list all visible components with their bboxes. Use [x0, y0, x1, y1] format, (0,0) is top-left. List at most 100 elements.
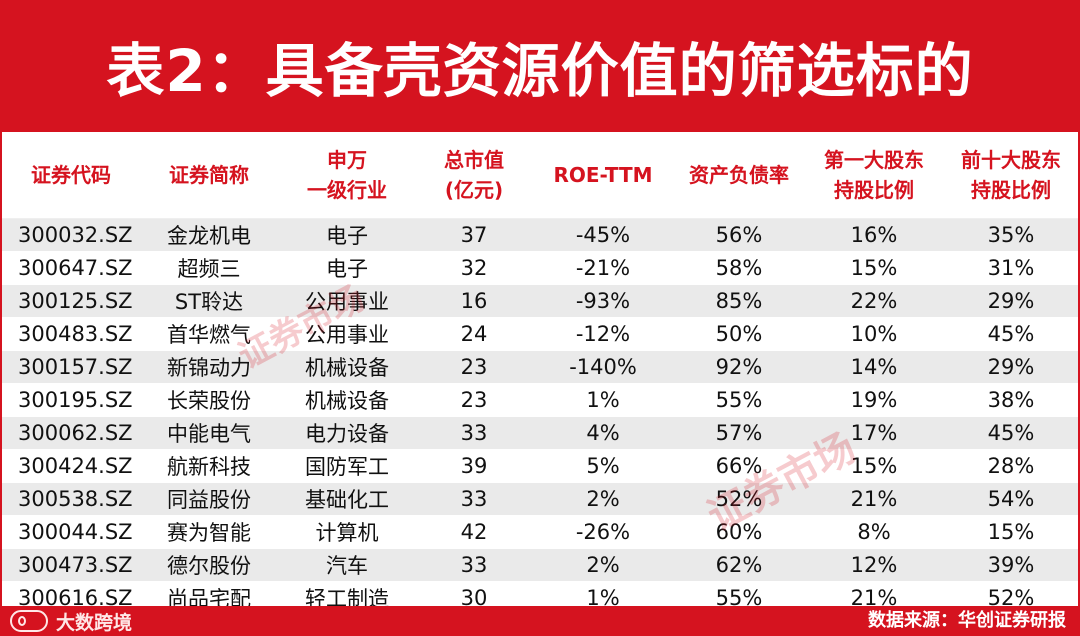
- screening-table: 证券代码 证券简称 申万 一级行业 总市值 (亿元) ROE-TTM 资产负债率 第一大股东…: [2, 132, 1078, 615]
- table-cell: -26%: [532, 515, 674, 549]
- table-cell: 16%: [804, 218, 944, 252]
- table-cell: 300062.SZ: [2, 416, 140, 450]
- table-cell: 35%: [944, 218, 1078, 252]
- table-cell: 15%: [804, 449, 944, 483]
- table-cell: 45%: [944, 317, 1078, 351]
- brand-logo: 大数跨境: [10, 608, 132, 634]
- table-cell: 1%: [532, 383, 674, 417]
- table-cell: 60%: [674, 515, 804, 549]
- table-row: 300647.SZ 超频三 电子 32 -21% 58% 15% 31%: [2, 251, 1078, 285]
- table-cell: 300424.SZ: [2, 449, 140, 483]
- table-cell: 电子: [278, 251, 416, 285]
- table-cell: 机械设备: [278, 350, 416, 384]
- table-cell: 58%: [674, 251, 804, 285]
- table-cell: 23: [416, 383, 532, 417]
- table-cell: 23: [416, 350, 532, 384]
- table-cell: 56%: [674, 218, 804, 252]
- table-cell: 10%: [804, 317, 944, 351]
- brand-logo-text: 大数跨境: [56, 611, 133, 634]
- table-row: 300125.SZ ST聆达 公用事业 16 -93% 85% 22% 29%: [2, 284, 1078, 318]
- table-row: 300195.SZ 长荣股份 机械设备 23 1% 55% 19% 38%: [2, 383, 1078, 417]
- table-cell: 15%: [804, 251, 944, 285]
- table-cell: 电子: [278, 218, 416, 252]
- table-cell: 新锦动力: [140, 350, 278, 384]
- table-cell: 汽车: [278, 548, 416, 582]
- page-title: 表2：具备壳资源价值的筛选标的: [106, 37, 974, 105]
- table-cell: 28%: [944, 449, 1078, 483]
- table-cell: -140%: [532, 350, 674, 384]
- table-cell: 19%: [804, 383, 944, 417]
- table-cell: 公用事业: [278, 317, 416, 351]
- table-row: 300062.SZ 中能电气 电力设备 33 4% 57% 17% 45%: [2, 416, 1078, 450]
- table-cell: 赛为智能: [140, 515, 278, 549]
- table-body: 300032.SZ 金龙机电 电子 37 -45% 56% 16% 35% 300647.SZ 超…: [2, 218, 1078, 615]
- table-cell: 92%: [674, 350, 804, 384]
- table-cell: 300538.SZ: [2, 482, 140, 516]
- table-cell: 长荣股份: [140, 383, 278, 417]
- column-header: 证券代码: [2, 132, 140, 219]
- table-cell: 52%: [674, 482, 804, 516]
- table-cell: 38%: [944, 383, 1078, 417]
- table-cell: -21%: [532, 251, 674, 285]
- table-cell: 33: [416, 416, 532, 450]
- table-cell: 39: [416, 449, 532, 483]
- column-header: ROE-TTM: [532, 132, 674, 219]
- table-cell: 33: [416, 548, 532, 582]
- table-cell: 12%: [804, 548, 944, 582]
- table-row: 300032.SZ 金龙机电 电子 37 -45% 56% 16% 35%: [2, 218, 1078, 252]
- table-cell: 300157.SZ: [2, 350, 140, 384]
- table-cell: 8%: [804, 515, 944, 549]
- table-cell: 300647.SZ: [2, 251, 140, 285]
- table-cell: 54%: [944, 482, 1078, 516]
- table-cell: -93%: [532, 284, 674, 318]
- table-cell: 德尔股份: [140, 548, 278, 582]
- column-header: 资产负债率: [674, 132, 804, 219]
- table-cell: 航新科技: [140, 449, 278, 483]
- brand-logo-icon: [10, 610, 48, 632]
- table-cell: 33: [416, 482, 532, 516]
- table-cell: 300483.SZ: [2, 317, 140, 351]
- table-cell: ST聆达: [140, 284, 278, 318]
- table-cell: 37: [416, 218, 532, 252]
- table-cell: 15%: [944, 515, 1078, 549]
- table-cell: 66%: [674, 449, 804, 483]
- table-cell: 300032.SZ: [2, 218, 140, 252]
- table-cell: 同益股份: [140, 482, 278, 516]
- table-cell: -12%: [532, 317, 674, 351]
- table-cell: 超频三: [140, 251, 278, 285]
- table-cell: 300195.SZ: [2, 383, 140, 417]
- table-cell: 57%: [674, 416, 804, 450]
- table-cell: 85%: [674, 284, 804, 318]
- table-cell: 基础化工: [278, 482, 416, 516]
- table-cell: 4%: [532, 416, 674, 450]
- table-container: 证券代码 证券简称 申万 一级行业 总市值 (亿元) ROE-TTM 资产负债率 第一大股东…: [0, 132, 1080, 615]
- table-cell: 32: [416, 251, 532, 285]
- table-row: 300473.SZ 德尔股份 汽车 33 2% 62% 12% 39%: [2, 548, 1078, 582]
- table-cell: 21%: [804, 482, 944, 516]
- table-cell: 电力设备: [278, 416, 416, 450]
- table-row: 300483.SZ 首华燃气 公用事业 24 -12% 50% 10% 45%: [2, 317, 1078, 351]
- table-cell: 45%: [944, 416, 1078, 450]
- table-cell: 中能电气: [140, 416, 278, 450]
- table-row: 300538.SZ 同益股份 基础化工 33 2% 52% 21% 54%: [2, 482, 1078, 516]
- data-source-note: 数据来源：华创证券研报: [868, 610, 1066, 631]
- table-cell: 39%: [944, 548, 1078, 582]
- table-cell: 55%: [674, 383, 804, 417]
- column-header: 总市值 (亿元): [416, 132, 532, 219]
- table-cell: 计算机: [278, 515, 416, 549]
- footer-bar: 大数跨境 数据来源：华创证券研报: [0, 606, 1080, 636]
- table-cell: 公用事业: [278, 284, 416, 318]
- table-cell: 机械设备: [278, 383, 416, 417]
- table-cell: 首华燃气: [140, 317, 278, 351]
- table-cell: 22%: [804, 284, 944, 318]
- table-cell: 16: [416, 284, 532, 318]
- table-cell: 300044.SZ: [2, 515, 140, 549]
- table-cell: 2%: [532, 548, 674, 582]
- table-row: 300157.SZ 新锦动力 机械设备 23 -140% 92% 14% 29%: [2, 350, 1078, 384]
- table-header-row: 证券代码 证券简称 申万 一级行业 总市值 (亿元) ROE-TTM 资产负债率 第一大股东…: [2, 132, 1078, 219]
- table-cell: 300473.SZ: [2, 548, 140, 582]
- table-cell: 42: [416, 515, 532, 549]
- table-cell: 24: [416, 317, 532, 351]
- column-header: 证券简称: [140, 132, 278, 219]
- table-cell: 金龙机电: [140, 218, 278, 252]
